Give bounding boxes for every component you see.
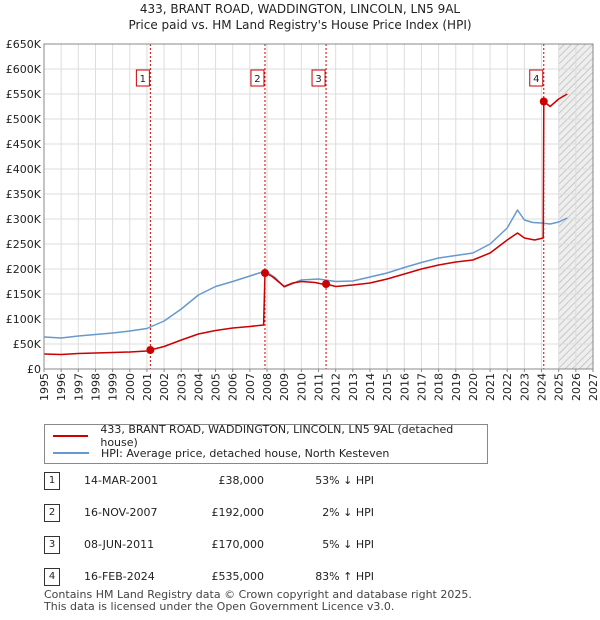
x-tick-label: 1995 [38, 373, 51, 401]
x-tick-label: 2005 [210, 373, 223, 401]
sale-marker-badge [250, 69, 265, 87]
x-tick-label: 2003 [175, 373, 188, 401]
footer-line-2: This data is licensed under the Open Gov… [44, 600, 395, 613]
sale-marker-label: 2 [254, 74, 260, 85]
legend-line-property [53, 435, 89, 437]
legend-item-property: 433, BRANT ROAD, WADDINGTON, LINCOLN, LN… [53, 423, 487, 449]
sale-point [539, 97, 548, 106]
sales-row: 2 16-NOV-2007 £192,000 2% ↓ HPI [44, 504, 384, 522]
y-tick-label: £200K [6, 263, 42, 276]
x-tick-label: 2026 [570, 373, 583, 401]
sale-point [260, 269, 269, 277]
sale-hpi-diff: 5% ↓ HPI [322, 538, 374, 551]
sale-date: 14-MAR-2001 [84, 474, 159, 487]
sale-point [322, 280, 331, 288]
x-tick-label: 1999 [107, 373, 120, 401]
sale-price: £38,000 [218, 474, 265, 487]
x-tick-label: 2020 [467, 373, 480, 401]
x-tick-label: 2017 [415, 373, 428, 401]
x-tick-label: 2004 [192, 373, 205, 401]
x-tick-label: 2027 [587, 373, 600, 401]
sale-number-badge: 1 [44, 472, 60, 490]
sale-price: £535,000 [211, 570, 265, 583]
x-tick-label: 1996 [55, 373, 68, 401]
sale-marker-badge [529, 69, 544, 87]
x-tick-label: 2016 [398, 373, 411, 401]
sale-marker-badge [135, 69, 150, 87]
y-tick-label: £350K [6, 188, 42, 201]
legend-line-hpi [53, 452, 89, 454]
x-tick-label: 2025 [553, 373, 566, 401]
legend-item-hpi: HPI: Average price, detached house, Nort… [53, 445, 389, 461]
sale-date: 08-JUN-2011 [84, 538, 155, 551]
sale-number-badge: 2 [44, 504, 60, 522]
x-tick-label: 2008 [261, 373, 274, 401]
x-tick-label: 2011 [313, 373, 326, 401]
x-tick-label: 1997 [72, 373, 85, 401]
x-tick-label: 2002 [158, 373, 171, 401]
sale-marker-badge [311, 69, 326, 87]
y-tick-label: £600K [6, 63, 42, 76]
y-tick-label: £150K [6, 288, 42, 301]
y-tick-label: £650K [6, 38, 42, 51]
sales-row: 3 08-JUN-2011 £170,000 5% ↓ HPI [44, 536, 384, 554]
x-tick-label: 2022 [501, 373, 514, 401]
chart-title-line1: 433, BRANT ROAD, WADDINGTON, LINCOLN, LN… [139, 2, 461, 16]
chart-legend: 433, BRANT ROAD, WADDINGTON, LINCOLN, LN… [44, 423, 488, 464]
sale-number-badge: 4 [44, 568, 60, 586]
x-tick-label: 2014 [364, 373, 377, 401]
sale-marker-label: 1 [140, 74, 146, 85]
x-tick-label: 2023 [518, 373, 531, 401]
sale-hpi-diff: 83% ↑ HPI [315, 570, 374, 583]
footer-line-1: Contains HM Land Registry data © Crown c… [44, 588, 472, 601]
x-tick-label: 2024 [536, 373, 549, 401]
sale-hpi-diff: 53% ↓ HPI [315, 474, 374, 487]
sale-date: 16-FEB-2024 [84, 570, 155, 583]
x-tick-label: 2007 [244, 373, 257, 401]
sales-row: 4 16-FEB-2024 £535,000 83% ↑ HPI [44, 568, 384, 586]
sales-row: 1 14-MAR-2001 £38,000 53% ↓ HPI [44, 472, 384, 490]
x-tick-label: 2013 [347, 373, 360, 401]
x-tick-label: 2019 [450, 373, 463, 401]
sale-point [146, 346, 155, 354]
x-tick-label: 2000 [124, 373, 137, 401]
y-tick-label: £0 [27, 363, 41, 376]
y-tick-label: £400K [6, 163, 42, 176]
sale-marker-label: 4 [533, 74, 539, 85]
y-tick-label: £300K [6, 213, 42, 226]
sale-hpi-diff: 2% ↓ HPI [322, 506, 374, 519]
x-tick-label: 2015 [381, 373, 394, 401]
sale-date: 16-NOV-2007 [84, 506, 158, 519]
sale-price: £170,000 [211, 538, 265, 551]
y-tick-label: £100K [6, 313, 42, 326]
x-tick-label: 1998 [89, 373, 102, 401]
x-tick-label: 2021 [484, 373, 497, 401]
x-tick-label: 2012 [330, 373, 343, 401]
x-tick-label: 2009 [278, 373, 291, 401]
y-tick-label: £500K [6, 113, 42, 126]
sale-number-badge: 3 [44, 536, 60, 554]
y-tick-label: £450K [6, 138, 42, 151]
x-tick-label: 2001 [141, 373, 154, 401]
x-tick-label: 2010 [295, 373, 308, 401]
x-tick-label: 2018 [433, 373, 446, 401]
y-tick-label: £250K [6, 238, 42, 251]
x-tick-label: 2006 [227, 373, 240, 401]
y-tick-label: £50K [13, 338, 42, 351]
footer-attribution: Contains HM Land Registry data © Crown c… [44, 589, 472, 613]
legend-label-property: 433, BRANT ROAD, WADDINGTON, LINCOLN, LN… [100, 423, 454, 449]
sale-price: £192,000 [211, 506, 265, 519]
legend-label-hpi: HPI: Average price, detached house, Nort… [101, 446, 390, 460]
sale-marker-label: 3 [315, 74, 321, 85]
chart-title-line2: Price paid vs. HM Land Registry's House … [128, 18, 472, 32]
y-tick-label: £550K [6, 88, 42, 101]
price-chart: 1 2 3 4 £0 £50K £100K £150K £200K £250K £300K £350K… [6, 38, 600, 401]
